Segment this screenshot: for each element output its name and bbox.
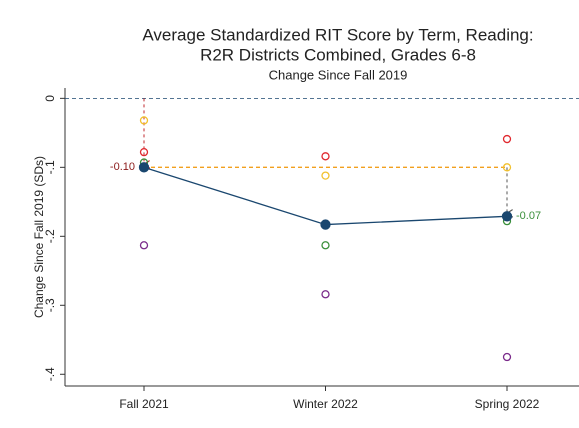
point — [321, 171, 330, 180]
y-tick-label: -.3 — [43, 298, 57, 312]
annotation: -0.07 — [516, 210, 541, 222]
point — [502, 163, 512, 172]
point — [501, 211, 513, 222]
point — [321, 152, 330, 161]
chart-subtitle: Change Since Fall 2019 — [269, 67, 408, 82]
y-tick-label: 0 — [43, 95, 57, 102]
y-tick-label: -.4 — [43, 367, 57, 381]
x-tick-label: Spring 2022 — [475, 397, 540, 411]
y-axis-label: Change Since Fall 2019 (SDs) — [32, 156, 46, 318]
chart-title: Average Standardized RIT Score by Term, … — [142, 25, 533, 44]
point — [502, 134, 512, 144]
point — [320, 219, 331, 230]
x-tick-label: Fall 2021 — [119, 397, 169, 411]
point — [138, 162, 150, 173]
chart-title: R2R Districts Combined, Grades 6-8 — [200, 45, 476, 64]
y-tick-label: -.2 — [43, 229, 57, 243]
y-tick-label: -.1 — [43, 160, 57, 174]
x-tick-label: Winter 2022 — [293, 397, 358, 411]
point — [321, 241, 330, 250]
point — [321, 290, 330, 299]
point — [139, 116, 149, 125]
point — [139, 241, 149, 250]
annotation: -0.10 — [110, 161, 135, 173]
point — [139, 148, 149, 157]
point — [502, 352, 512, 362]
